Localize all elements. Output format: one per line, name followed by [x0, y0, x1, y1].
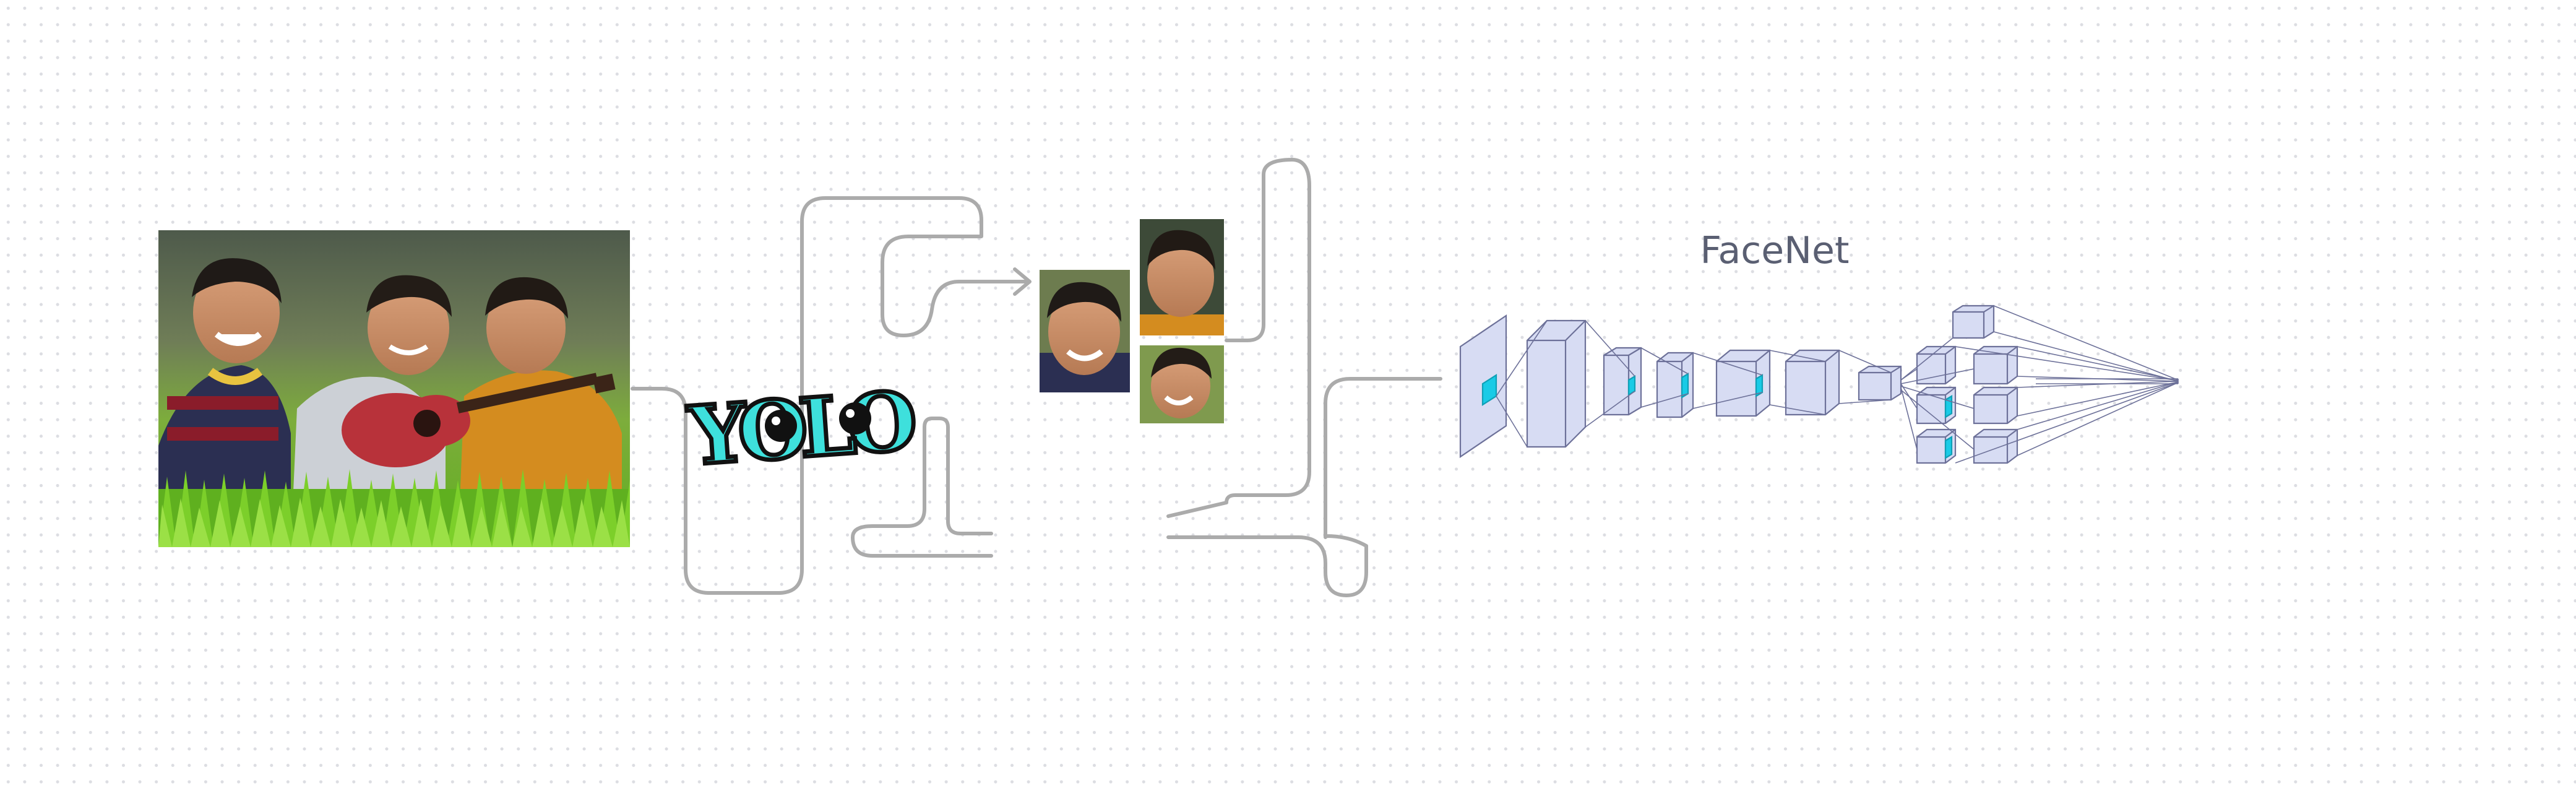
net-layer-1	[1459, 314, 1507, 459]
connector-lower-left	[851, 417, 993, 558]
face-crop-3	[1140, 345, 1224, 423]
face-crop-2	[1140, 219, 1224, 335]
facenet-network	[1459, 305, 2179, 464]
yolo-logo-text: YOLO	[685, 373, 917, 483]
net-layer-3	[1603, 347, 1642, 416]
ukulele	[342, 373, 616, 467]
arrow-head	[1013, 267, 1032, 296]
facenet-title: FaceNet	[1700, 229, 1850, 272]
net-connections	[1496, 305, 2179, 464]
net-layer-2	[1526, 319, 1587, 448]
net-inception-branches	[1916, 305, 2018, 464]
connector-crops-upper	[1166, 158, 1311, 518]
connector-lines	[631, 158, 1442, 597]
face-crop-1	[1040, 270, 1130, 392]
net-layer-7	[1858, 365, 1902, 401]
grass	[158, 469, 630, 547]
connector-to-facenet	[1166, 377, 1442, 597]
boy-left	[158, 258, 291, 547]
input-photo	[158, 230, 630, 547]
net-layer-6	[1785, 349, 1840, 416]
net-layer-5	[1715, 349, 1771, 417]
yolo-logo: YOLO	[683, 371, 919, 486]
net-layer-4	[1656, 352, 1694, 418]
connector-photo-to-detector	[631, 196, 1028, 595]
